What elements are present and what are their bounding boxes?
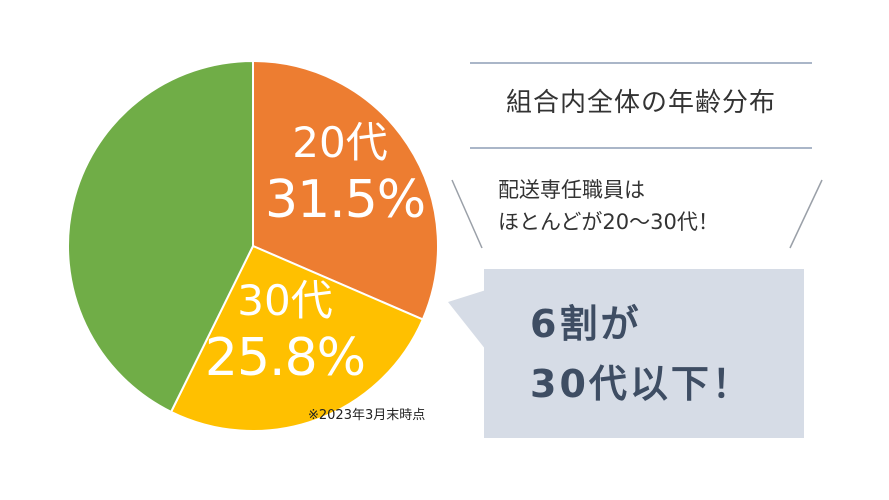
subtitle-line-1: 配送専任職員は (498, 178, 645, 202)
slice-label-30s: 30代 25.8% (200, 276, 370, 388)
slice-value-30s: 25.8% (204, 328, 366, 388)
slice-other (67, 59, 254, 414)
date-note: ※2023年3月末時点 (308, 408, 426, 423)
title-bottom-divider (470, 147, 812, 149)
slice-30s (169, 244, 425, 432)
pie-chart (67, 59, 439, 432)
panel-title: 組合内全体の年齢分布 (505, 88, 776, 118)
slice-label-20s: 20代 31.5% (265, 118, 426, 230)
callout-text: 6割が 30代以下！ (530, 294, 753, 414)
panel-subtitle: 配送専任職員は ほとんどが20～30代！ (498, 174, 798, 238)
subtitle-line-2: ほとんどが20～30代！ (498, 210, 719, 234)
slice-value-20s: 31.5% (265, 170, 426, 230)
slice-20s (252, 59, 439, 321)
callout-line-1: 6割が (530, 302, 642, 346)
callout-line-2: 30代以下！ (530, 362, 753, 406)
callout-box (484, 269, 804, 438)
slice-category-20s: 20代 (292, 118, 388, 167)
title-top-divider (470, 62, 812, 64)
slice-category-30s: 30代 (237, 276, 333, 325)
